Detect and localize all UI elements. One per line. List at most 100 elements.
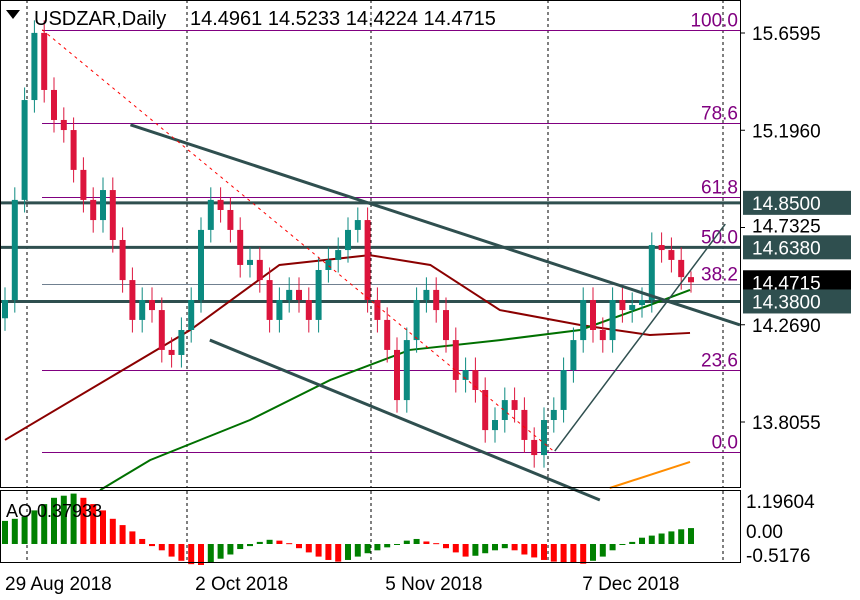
ao-bar	[31, 510, 38, 544]
ao-bar	[227, 544, 234, 555]
candle-body	[433, 289, 440, 311]
ao-bar	[609, 544, 616, 551]
ao-bar	[394, 544, 400, 545]
candle-body	[570, 340, 577, 371]
price-label-text: 14.4715	[752, 273, 821, 294]
ao-bar	[41, 504, 48, 544]
ao-bar	[501, 544, 508, 549]
price-label-text: 14.6380	[752, 238, 821, 259]
ao-bar	[570, 544, 577, 563]
ao-bar	[168, 544, 175, 557]
candle-body	[560, 370, 567, 410]
ao-bar	[384, 544, 391, 548]
price-label-box	[743, 190, 851, 215]
fib-level-label: 78.6	[701, 104, 738, 125]
candle-body	[188, 299, 195, 330]
ao-bar	[482, 544, 489, 554]
candle-body	[296, 289, 302, 300]
candle-body	[335, 250, 342, 260]
main-pane-border	[0, 0, 741, 488]
ao-bar	[688, 528, 694, 544]
candle-body	[276, 299, 283, 320]
candle-body	[227, 209, 234, 230]
trendline-channel-top	[129, 123, 741, 327]
moving-average-line	[609, 461, 691, 489]
candle-body	[217, 199, 224, 210]
ao-bar	[413, 538, 420, 544]
date-axis-tick: 29 Aug 2018	[5, 574, 112, 595]
date-axis-tick: 7 Dec 2018	[582, 574, 679, 595]
ao-bar	[129, 531, 136, 544]
candle-body	[21, 100, 28, 200]
fib-level-label: 38.2	[701, 265, 738, 286]
candle-body	[648, 245, 655, 300]
trendline-uptrend	[554, 223, 726, 452]
ao-bar	[149, 544, 155, 547]
candle-body	[41, 32, 48, 90]
price-axis-tick: 13.8055	[752, 413, 821, 434]
candle-body	[492, 420, 498, 431]
candle-body	[668, 250, 675, 260]
candle-body	[256, 259, 263, 281]
candle-body	[590, 299, 596, 330]
ao-bar	[178, 544, 185, 561]
candle-body	[129, 280, 136, 320]
price-axis-tick: 15.6595	[752, 24, 821, 45]
dropdown-triangle-icon[interactable]	[6, 10, 20, 19]
candle-body	[207, 199, 214, 230]
candle-body	[609, 299, 616, 341]
candle-body	[521, 409, 528, 440]
ao-bar	[305, 544, 312, 553]
ao-bar	[296, 544, 302, 549]
ao-bar	[158, 544, 165, 551]
candle-body	[60, 119, 67, 131]
candle-body	[678, 259, 685, 278]
candle-body	[452, 340, 459, 380]
ao-bar	[550, 544, 557, 562]
ao-bar	[217, 544, 224, 559]
candle-body	[394, 349, 400, 401]
ao-bar	[70, 493, 77, 544]
ao-bar	[423, 541, 430, 544]
candle-body	[2, 299, 8, 319]
candle-body	[51, 89, 57, 120]
ohlc-readout: 14.4961 14.5233 14.4224 14.4715	[190, 8, 496, 30]
ao-bar	[648, 535, 655, 544]
ao-bar	[21, 516, 28, 544]
ao-bar	[60, 495, 67, 544]
ao-label: AO 0.37933	[6, 501, 102, 521]
candle-body	[168, 349, 175, 355]
ao-bar	[335, 544, 342, 562]
candle-body	[109, 190, 116, 240]
candle-body	[80, 169, 87, 200]
candle-body	[384, 319, 391, 350]
ao-pane-border	[0, 490, 741, 563]
candle-body	[413, 299, 420, 341]
ao-bar	[325, 544, 332, 560]
candle-body	[266, 280, 273, 320]
ao-bar	[492, 544, 498, 551]
ao-bar	[247, 544, 253, 547]
candle-body	[247, 259, 253, 265]
ao-bar	[403, 540, 410, 544]
ao-bar	[119, 525, 126, 544]
candle-body	[550, 409, 557, 421]
candle-body	[325, 259, 332, 270]
ao-bar	[443, 544, 449, 549]
ao-bar	[678, 529, 685, 544]
price-axis-tick: 14.2690	[752, 316, 821, 337]
candle-body	[139, 299, 146, 320]
ao-bar	[51, 497, 57, 544]
ao-bar	[139, 538, 146, 544]
price-axis-tick: 14.7325	[752, 216, 821, 237]
candle-body	[688, 277, 694, 283]
candle-body	[354, 220, 361, 230]
ao-bar	[521, 544, 528, 555]
price-label-box	[743, 289, 851, 314]
ao-bar	[619, 544, 626, 545]
ao-bar	[237, 544, 244, 550]
ao-bar	[2, 520, 8, 544]
ao-bar	[374, 544, 381, 551]
ao-bar	[658, 533, 665, 544]
